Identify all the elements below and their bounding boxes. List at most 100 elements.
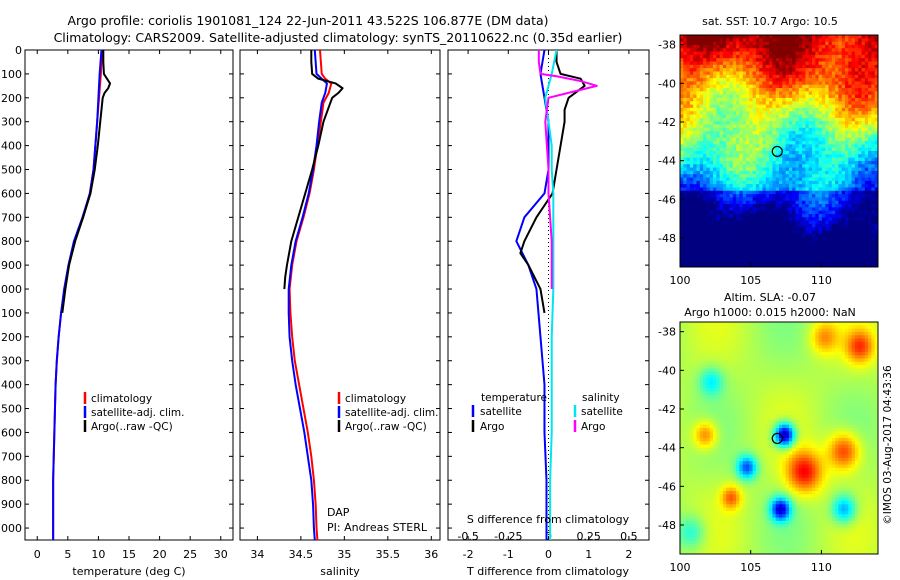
legend-label-argo: Argo(..raw -QC) bbox=[91, 421, 173, 433]
sstMap-cell bbox=[798, 263, 803, 268]
sstMap-cell bbox=[815, 164, 819, 168]
sstMap-cell bbox=[775, 187, 780, 192]
sstMap-cell bbox=[759, 217, 763, 221]
sstMap-cell bbox=[785, 97, 790, 102]
sstMap-cell bbox=[732, 187, 737, 192]
sstMap-cell bbox=[792, 131, 796, 135]
sstMap-cell bbox=[874, 233, 879, 238]
sstMap-cell bbox=[755, 164, 760, 168]
sstMap-cell bbox=[858, 117, 862, 122]
slaMap-cell bbox=[782, 328, 786, 333]
difference-s-tick-label: -0.25 bbox=[494, 530, 522, 543]
slaMap-cell bbox=[831, 345, 836, 349]
sstMap-cell bbox=[732, 227, 737, 231]
sstMap-cell bbox=[861, 154, 866, 159]
sstMap-cell bbox=[772, 54, 777, 59]
sstMap-cell bbox=[831, 230, 836, 235]
depth-tick-label: 700 bbox=[1, 211, 22, 224]
sstMap-cell bbox=[835, 263, 839, 268]
sstMap-cell bbox=[861, 250, 866, 255]
sstMap-cell bbox=[749, 131, 753, 135]
sstMap-cell bbox=[703, 81, 707, 86]
sstMap-cell bbox=[779, 180, 783, 185]
slaMap-cell bbox=[854, 345, 859, 349]
sstMap-cell bbox=[795, 253, 800, 258]
sstMap-cell bbox=[864, 101, 869, 105]
sstMap-cell bbox=[861, 141, 866, 145]
sstMap-cell bbox=[686, 194, 691, 198]
sstMap-cell bbox=[759, 250, 763, 255]
sstMap-cell bbox=[772, 220, 777, 225]
sstMap-cell bbox=[686, 71, 691, 76]
sstMap-cell bbox=[802, 177, 806, 182]
sstMap-cell bbox=[845, 253, 849, 258]
sstMap-cell bbox=[739, 164, 744, 168]
sstMap-cell bbox=[693, 131, 697, 135]
sstMap-cell bbox=[759, 35, 763, 39]
sstMap-cell bbox=[831, 41, 836, 46]
sstMap-cell bbox=[792, 74, 796, 79]
sstMap-cell bbox=[772, 210, 777, 215]
sstMap-cell bbox=[868, 68, 872, 72]
sstMap-cell bbox=[736, 263, 740, 268]
sstMap-cell bbox=[788, 207, 793, 212]
slaMap-cell bbox=[749, 338, 753, 343]
sstMap-cell bbox=[706, 58, 711, 62]
sstMap-cell bbox=[795, 263, 800, 268]
sstMap-cell bbox=[722, 160, 727, 165]
sstMap-cell bbox=[739, 61, 744, 66]
sstMap-cell bbox=[752, 127, 757, 132]
sstMap-cell bbox=[858, 58, 862, 62]
sstMap-cell bbox=[746, 38, 750, 43]
sstMap-cell bbox=[808, 240, 813, 245]
sstMap-cell bbox=[828, 41, 833, 46]
sstMap-cell bbox=[755, 250, 760, 255]
sstMap-cell bbox=[798, 213, 803, 218]
sstMap-cell bbox=[874, 197, 879, 202]
sstMap-cell bbox=[746, 174, 750, 178]
sstMap-cell bbox=[792, 71, 796, 76]
sstMap-cell bbox=[785, 117, 790, 122]
sstMap-cell bbox=[828, 141, 833, 145]
sstMap-cell bbox=[845, 164, 849, 168]
sstMap-cell bbox=[858, 253, 862, 258]
sstMap-cell bbox=[696, 157, 701, 162]
sstMap-cell bbox=[736, 207, 740, 212]
sstMap-cell bbox=[808, 137, 813, 142]
sstMap-cell bbox=[683, 94, 687, 99]
sstMap-cell bbox=[854, 190, 859, 195]
sstMap-cell bbox=[686, 88, 691, 92]
sstMap-cell bbox=[835, 88, 839, 92]
sstMap-cell bbox=[821, 68, 826, 72]
sstMap-cell bbox=[802, 71, 806, 76]
slaMap-cell bbox=[782, 345, 786, 349]
sstMap-cell bbox=[874, 74, 879, 79]
slaMap-cell bbox=[706, 338, 711, 343]
sstMap-cell bbox=[722, 154, 727, 159]
sstMap-cell bbox=[719, 48, 724, 52]
sstMap-cell bbox=[805, 167, 810, 172]
sstMap-cell bbox=[722, 217, 727, 221]
sstMap-cell bbox=[683, 88, 687, 92]
sstMap-cell bbox=[742, 64, 747, 69]
sstMap-cell bbox=[795, 35, 800, 39]
sstMap-cell bbox=[736, 147, 740, 152]
sstMap-cell bbox=[858, 74, 862, 79]
sstMap-cell bbox=[812, 124, 816, 129]
slaMap-cell bbox=[762, 341, 767, 346]
sstMap-cell bbox=[779, 154, 783, 159]
sstMap-cell bbox=[805, 117, 810, 122]
sstMap-cell bbox=[828, 38, 833, 43]
sstMap-cell bbox=[788, 137, 793, 142]
sstMap-cell bbox=[798, 187, 803, 192]
sstMap-cell bbox=[696, 151, 701, 155]
sstMap-cell bbox=[818, 114, 823, 119]
sstMap-cell bbox=[874, 91, 879, 96]
sstMap-cell bbox=[828, 68, 833, 72]
slaMap-cell bbox=[762, 325, 767, 330]
slaMap-cell bbox=[762, 345, 767, 349]
slaMap-cell bbox=[788, 345, 793, 349]
slaMap-cell bbox=[729, 348, 734, 353]
sstMap-cell bbox=[861, 243, 866, 248]
sstMap-cell bbox=[845, 180, 849, 185]
